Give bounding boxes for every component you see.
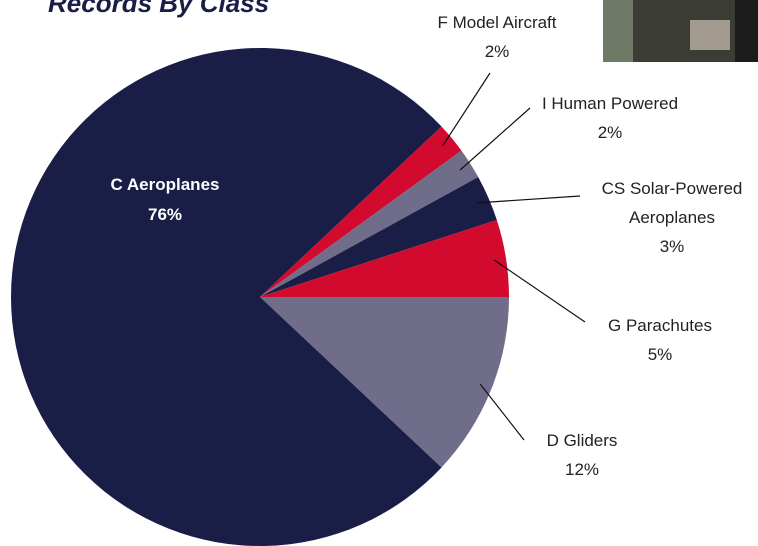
slice-value-label: 3% — [659, 237, 685, 256]
slice-name: G Parachutes — [608, 316, 712, 335]
slice-label: F Model Aircraft 2% — [397, 8, 597, 66]
slice-name: D Gliders — [546, 431, 618, 450]
slice-value-label: 76% — [147, 205, 183, 224]
slice-name: C Aeroplanes — [110, 175, 220, 194]
pie-slice — [260, 177, 497, 297]
slice-name: CS Solar-Powered Aeroplanes — [601, 179, 743, 227]
slice-label: G Parachutes 5% — [580, 311, 740, 369]
slice-name: F Model Aircraft — [437, 13, 557, 32]
photo — [603, 0, 758, 62]
pie-slice — [260, 150, 479, 297]
slice-value-label: 2% — [597, 123, 623, 142]
leader-line — [442, 72, 491, 147]
slice-value-label: 12% — [564, 460, 600, 479]
pie-slice — [260, 126, 462, 298]
slice-label: D Gliders 12% — [512, 426, 652, 484]
slice-label: I Human Powered 2% — [510, 89, 710, 147]
slice-value-label: 2% — [484, 42, 510, 61]
pie-slice — [10, 48, 442, 546]
slice-name: I Human Powered — [541, 94, 679, 113]
pie-slice — [260, 297, 509, 468]
chart-title: Records By Class — [48, 0, 270, 18]
slice-value-label: 5% — [647, 345, 673, 364]
slice-label: CS Solar-Powered Aeroplanes 3% — [582, 174, 758, 261]
leader-line — [493, 259, 586, 323]
pie-slice — [260, 220, 509, 297]
leader-line — [479, 383, 525, 441]
slice-label: C Aeroplanes 76% — [65, 170, 265, 230]
leader-line — [459, 107, 531, 171]
leader-line — [477, 195, 581, 204]
